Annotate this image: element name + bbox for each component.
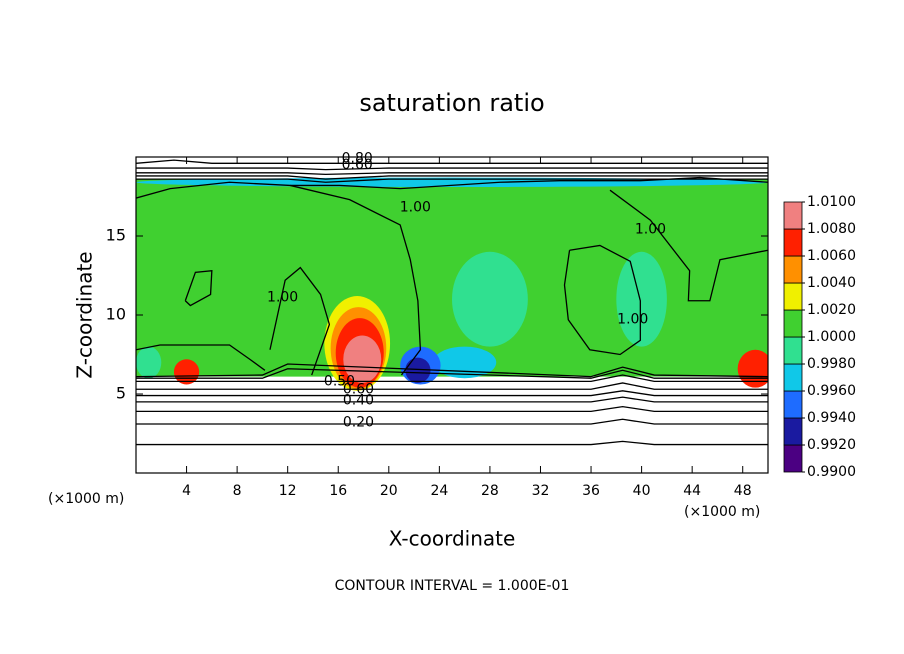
y-tick-label: 10 — [106, 305, 126, 324]
colorbar-tick-label: 1.0060 — [807, 248, 856, 264]
colorbar-tick-label: 1.0020 — [807, 302, 856, 318]
field-patch — [616, 251, 667, 347]
contour-line — [136, 363, 768, 378]
footer: CONTOUR INTERVAL = 1.000E-01 — [335, 578, 570, 594]
chart-title: saturation ratio — [359, 89, 544, 117]
y-tick-label: 5 — [116, 384, 126, 403]
contour-label: 1.00 — [635, 222, 666, 238]
y-axis-label: Z-coordinate — [73, 251, 97, 378]
colorbar-tick-label: 1.0000 — [807, 329, 856, 345]
field-patch — [136, 346, 162, 379]
colorbar-tick-label: 0.9920 — [807, 437, 856, 453]
y-unit: (×1000 m) — [48, 491, 124, 507]
contour-label: 0.60 — [343, 381, 374, 397]
contour-line — [269, 266, 331, 376]
contour-line — [136, 344, 266, 371]
colorbar-bin — [783, 336, 803, 365]
field-patch — [452, 251, 528, 347]
colorbar-bin — [783, 444, 803, 473]
contour-label: 0.50 — [324, 373, 355, 389]
contour-line — [136, 396, 768, 403]
contour-label: 0.20 — [343, 414, 374, 430]
colorbar-tick-label: 1.0040 — [807, 275, 856, 291]
contour-line — [290, 184, 422, 376]
x-tick-label: 16 — [329, 483, 347, 499]
colorbar-tick-label: 0.9940 — [807, 410, 856, 426]
colorbar-bin — [783, 390, 803, 419]
x-tick-label: 24 — [430, 483, 448, 499]
contour-line — [136, 390, 768, 397]
contour-label: 0.40 — [343, 392, 374, 408]
colorbar-bin — [783, 282, 803, 311]
x-tick-label: 20 — [380, 483, 398, 499]
colorbar-bin — [783, 228, 803, 257]
contour-line — [136, 418, 768, 425]
x-tick-label: 32 — [532, 483, 550, 499]
contour-line — [136, 175, 768, 180]
contour-label: 0.80 — [342, 151, 373, 167]
colorbar-tick-label: 1.0080 — [807, 221, 856, 237]
colorbar-tick-label: 0.9980 — [807, 356, 856, 372]
contour-line — [136, 159, 768, 164]
x-tick-label: 36 — [582, 483, 600, 499]
contour-line — [563, 244, 641, 356]
contour-line — [136, 178, 768, 183]
contour-line — [136, 405, 768, 413]
field-background — [136, 179, 768, 377]
colorbar-tick-label: 0.9960 — [807, 383, 856, 399]
x-unit: (×1000 m) — [684, 504, 760, 520]
contour-line — [136, 440, 768, 446]
colorbar-bin — [783, 309, 803, 338]
contour-line — [136, 172, 768, 176]
colorbar-tick-label: 1.0100 — [807, 194, 856, 210]
colorbar-bin — [783, 363, 803, 392]
colorbar-bin — [783, 417, 803, 446]
y-tick-label: 15 — [106, 226, 126, 245]
colorbar-bin — [783, 201, 803, 230]
x-tick-label: 12 — [279, 483, 297, 499]
x-tick-label: 4 — [182, 483, 191, 499]
x-tick-label: 40 — [633, 483, 651, 499]
x-axis-label: X-coordinate — [389, 527, 516, 551]
contour-line — [184, 270, 213, 307]
contour-label: 1.00 — [617, 312, 648, 328]
contour-line — [136, 382, 768, 390]
contour-line — [136, 176, 768, 199]
contour-label: 1.00 — [267, 290, 298, 306]
contour-line — [136, 368, 768, 379]
x-tick-label: 44 — [683, 483, 701, 499]
x-tick-label: 8 — [233, 483, 242, 499]
colorbar-bin — [783, 255, 803, 284]
colorbar-tick-label: 0.9900 — [807, 464, 856, 480]
contour-line — [136, 167, 768, 171]
field-patch — [405, 357, 431, 383]
field — [136, 177, 768, 391]
contour-line — [136, 374, 768, 383]
contour-label: 1.00 — [400, 200, 431, 216]
contour-line — [609, 189, 768, 302]
contour-label: 0.60 — [342, 157, 373, 173]
x-tick-label: 28 — [481, 483, 499, 499]
x-tick-label: 48 — [734, 483, 752, 499]
